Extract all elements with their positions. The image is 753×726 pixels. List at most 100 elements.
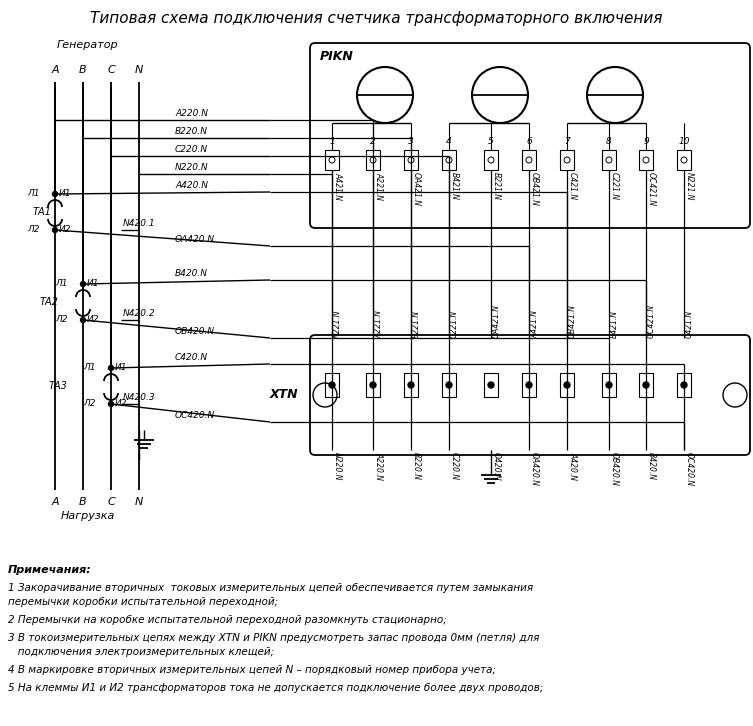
- Text: OA421.N: OA421.N: [412, 172, 421, 206]
- Text: A420.N: A420.N: [175, 181, 208, 190]
- Bar: [639, 150, 653, 170]
- Bar: [677, 150, 691, 170]
- Text: 7: 7: [564, 137, 570, 146]
- Text: C220.N: C220.N: [175, 145, 208, 154]
- Text: C221.N: C221.N: [610, 172, 619, 200]
- Text: B421.N: B421.N: [450, 172, 459, 200]
- Text: 6: 6: [526, 137, 532, 146]
- Text: B420.N: B420.N: [175, 269, 208, 278]
- Text: И1: И1: [59, 189, 72, 198]
- Bar: [484, 150, 498, 170]
- Circle shape: [606, 382, 612, 388]
- Circle shape: [53, 192, 57, 197]
- Text: Л2: Л2: [27, 226, 39, 234]
- Text: N420.2: N420.2: [123, 309, 156, 318]
- Text: Л2: Л2: [55, 316, 68, 325]
- Text: 3 В токоизмерительных цепях между XTN и PIKN предусмотреть запас провода 0мм (пе: 3 В токоизмерительных цепях между XTN и …: [8, 633, 539, 643]
- Circle shape: [108, 401, 114, 407]
- Text: XTN: XTN: [270, 388, 299, 401]
- Text: подключения электроизмерительных клещей;: подключения электроизмерительных клещей;: [8, 647, 274, 657]
- Text: перемычки коробки испытательной переходной;: перемычки коробки испытательной переходн…: [8, 597, 278, 607]
- Text: N: N: [135, 497, 143, 507]
- Text: И2: И2: [87, 316, 99, 325]
- Text: N220.N: N220.N: [175, 163, 209, 172]
- Bar: [442, 150, 456, 170]
- Circle shape: [681, 382, 687, 388]
- Bar: [560, 150, 574, 170]
- Text: OC420.N: OC420.N: [685, 452, 694, 486]
- Text: PIKN: PIKN: [320, 49, 354, 62]
- Text: A420.N: A420.N: [568, 452, 577, 480]
- Text: 10: 10: [678, 137, 690, 146]
- Text: OB420.N: OB420.N: [175, 327, 215, 336]
- Circle shape: [564, 382, 570, 388]
- Text: C421.N: C421.N: [568, 172, 577, 200]
- Bar: [602, 373, 616, 397]
- Text: B220.N: B220.N: [175, 127, 208, 136]
- Bar: [677, 373, 691, 397]
- Circle shape: [526, 382, 532, 388]
- Circle shape: [488, 382, 494, 388]
- Text: A: A: [51, 497, 59, 507]
- Text: 4: 4: [446, 137, 452, 146]
- Bar: [325, 150, 339, 170]
- Circle shape: [408, 382, 414, 388]
- Text: И2: И2: [59, 226, 72, 234]
- Text: C420.N: C420.N: [175, 353, 208, 362]
- Text: 5: 5: [488, 137, 494, 146]
- Text: A220.N: A220.N: [175, 109, 208, 118]
- Text: OA420.N: OA420.N: [530, 452, 539, 486]
- Text: A421.N: A421.N: [333, 172, 342, 200]
- Text: N420.1: N420.1: [123, 219, 156, 228]
- Text: Л1: Л1: [83, 364, 96, 372]
- Text: N221.N: N221.N: [333, 309, 342, 338]
- Text: A221.N: A221.N: [374, 172, 383, 200]
- Text: B: B: [79, 65, 87, 75]
- Text: ТА1: ТА1: [33, 207, 52, 217]
- Bar: [366, 373, 380, 397]
- Text: Л1: Л1: [27, 189, 39, 198]
- Text: A221.N: A221.N: [374, 310, 383, 338]
- Text: N420.3: N420.3: [123, 393, 156, 402]
- Circle shape: [53, 227, 57, 232]
- Bar: [404, 150, 418, 170]
- Text: ТА3: ТА3: [49, 381, 68, 391]
- Bar: [522, 373, 536, 397]
- Text: 2 Перемычки на коробке испытательной переходной разомкнуть стационарно;: 2 Перемычки на коробке испытательной пер…: [8, 615, 447, 625]
- Bar: [639, 373, 653, 397]
- Text: A: A: [51, 65, 59, 75]
- Text: Примечания:: Примечания:: [8, 565, 92, 575]
- Text: C: C: [107, 497, 115, 507]
- Circle shape: [370, 382, 376, 388]
- Text: 1 Закорачивание вторичных  токовых измерительных цепей обеспечивается путем замы: 1 Закорачивание вторичных токовых измери…: [8, 583, 533, 593]
- Bar: [442, 373, 456, 397]
- Text: OC421.N: OC421.N: [647, 172, 656, 206]
- Text: C220.N: C220.N: [450, 452, 459, 480]
- Text: 2: 2: [370, 137, 376, 146]
- Text: Л1: Л1: [55, 280, 68, 288]
- Text: B221.N: B221.N: [412, 310, 421, 338]
- Text: 1: 1: [329, 137, 335, 146]
- Circle shape: [108, 365, 114, 370]
- Text: OC421.N: OC421.N: [647, 304, 656, 338]
- Circle shape: [81, 317, 86, 322]
- Text: B: B: [79, 497, 87, 507]
- Text: A421.N: A421.N: [530, 310, 539, 338]
- Bar: [366, 150, 380, 170]
- Text: B221.N: B221.N: [492, 172, 501, 200]
- Text: OB421.N: OB421.N: [568, 304, 577, 338]
- Text: 9: 9: [643, 137, 649, 146]
- Circle shape: [81, 282, 86, 287]
- Text: N220.N: N220.N: [333, 452, 342, 481]
- Text: Типовая схема подключения счетчика трансформаторного включения: Типовая схема подключения счетчика транс…: [90, 10, 662, 25]
- Text: 8: 8: [606, 137, 612, 146]
- Circle shape: [643, 382, 649, 388]
- Text: N221.N: N221.N: [685, 172, 694, 200]
- Text: Генератор: Генератор: [57, 40, 119, 50]
- Text: A220.N: A220.N: [374, 452, 383, 480]
- Text: B421.N: B421.N: [610, 310, 619, 338]
- Text: Нагрузка: Нагрузка: [61, 511, 115, 521]
- Text: O420.N: O420.N: [492, 452, 501, 481]
- Bar: [522, 150, 536, 170]
- Text: 4 В маркировке вторичных измерительных цепей N – порядковый номер прибора учета;: 4 В маркировке вторичных измерительных ц…: [8, 665, 496, 675]
